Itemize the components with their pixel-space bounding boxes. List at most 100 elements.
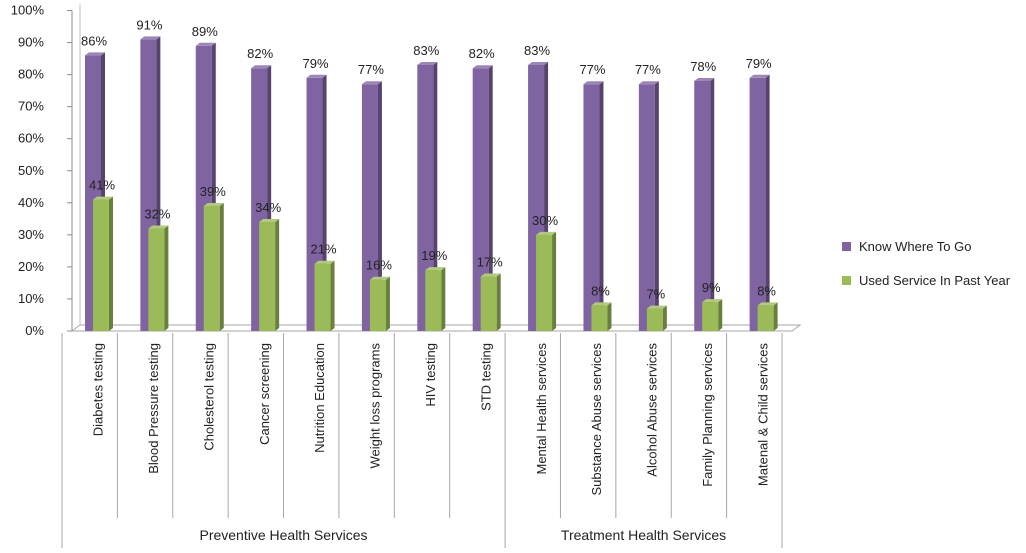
legend-swatch-know-where-to-go [842, 241, 851, 251]
bar-front [757, 305, 774, 331]
bar-top [306, 74, 327, 78]
data-label: 8% [591, 283, 610, 298]
category-label: Family Planning services [700, 343, 715, 487]
legend: Know Where To Go Used Service In Past Ye… [842, 234, 1010, 302]
data-label: 21% [311, 242, 337, 257]
bar-side [710, 78, 715, 331]
group-label: Preventive Health Services [199, 527, 367, 543]
data-label: 79% [746, 56, 772, 71]
bar-side [488, 65, 493, 331]
bar-front [536, 234, 553, 331]
y-tick-label: 90% [18, 35, 44, 50]
data-label: 82% [247, 46, 273, 61]
bar-front [638, 84, 655, 331]
data-label: 77% [635, 62, 661, 77]
bar-side [496, 273, 501, 331]
bar-top [259, 219, 280, 223]
y-tick-label: 70% [18, 99, 44, 114]
data-label: 16% [366, 258, 392, 273]
data-label: 82% [469, 46, 495, 61]
legend-item-used-service: Used Service In Past Year [842, 268, 1010, 292]
bar-top [203, 203, 224, 207]
bar-top [646, 305, 667, 309]
bar-top [757, 302, 778, 306]
bar-top [472, 65, 493, 69]
bar-top [195, 42, 216, 46]
data-label: 77% [358, 62, 384, 77]
data-label: 83% [413, 43, 439, 58]
data-label: 9% [702, 280, 721, 295]
data-label: 89% [192, 24, 218, 39]
bar-top [85, 52, 105, 56]
bar-side [599, 81, 604, 331]
data-label: 91% [136, 17, 162, 32]
bar-front [646, 308, 663, 331]
bar-front [425, 270, 442, 331]
bar-side [718, 299, 723, 331]
data-label: 79% [303, 56, 329, 71]
bar-front [472, 68, 489, 331]
bar-side [433, 61, 438, 332]
data-labels-layer: 86% 41% 91% 32% 89% 39% 82% 34% 79% 21% 77% 16% 83% 1… [81, 17, 776, 301]
bar-side [109, 196, 113, 331]
bar-side [607, 302, 612, 331]
bar-front [148, 228, 165, 331]
bar-top [638, 81, 659, 85]
category-label: HIV testing [423, 343, 438, 407]
group-label: Treatment Health Services [561, 527, 726, 543]
bar-front [361, 84, 378, 331]
data-label: 39% [200, 184, 226, 199]
bar-top [148, 225, 169, 229]
bar-top [480, 273, 501, 277]
bar-front [702, 302, 719, 331]
bar-top [314, 260, 335, 264]
y-tick-label: 10% [18, 291, 44, 306]
bar-top [251, 65, 272, 69]
bar-top [583, 81, 604, 85]
bar-top [702, 299, 723, 303]
legend-item-know-where-to-go: Know Where To Go [842, 234, 1010, 258]
bar-side [330, 260, 335, 331]
bar-front [259, 222, 276, 331]
bar-front [749, 77, 766, 332]
category-label: STD testing [478, 343, 493, 411]
axis-layer: 0% 10% 20% 30% 40% 50% 60% 70% 80% 90% 100% [11, 3, 802, 548]
bar-top [749, 74, 770, 78]
bar-top [417, 61, 438, 65]
bar-side [662, 305, 667, 331]
y-tick-label: 40% [18, 195, 44, 210]
category-label: Mental Health services [534, 343, 549, 475]
data-label: 77% [579, 62, 605, 77]
y-tick-label: 60% [18, 131, 44, 146]
data-label: 83% [524, 43, 550, 58]
data-label: 34% [255, 200, 281, 215]
data-label: 30% [532, 213, 558, 228]
bar-front [480, 276, 497, 331]
data-label: 17% [477, 255, 503, 270]
bar-side [654, 81, 659, 331]
bar-side [773, 302, 778, 331]
legend-swatch-used-service [842, 275, 851, 285]
bar-front [314, 263, 331, 331]
y-tick-label: 20% [18, 259, 44, 274]
bar-side [219, 203, 224, 331]
category-label: Substance Abuse services [589, 343, 604, 496]
data-label: 86% [81, 33, 107, 48]
category-label: Diabetes testing [91, 343, 106, 436]
bar-side [441, 267, 446, 331]
y-tick-label: 100% [11, 3, 45, 18]
legend-label-used-service: Used Service In Past Year [859, 272, 1011, 288]
data-label: 32% [144, 206, 170, 221]
bar-front [369, 279, 386, 331]
bar-side [377, 81, 382, 331]
bar-front [694, 81, 711, 331]
category-label: Nutrition Education [312, 343, 327, 453]
bar-top [93, 196, 113, 200]
bar-front [203, 206, 220, 331]
bar-side [552, 231, 557, 331]
y-tick-label: 50% [18, 163, 44, 178]
bar-side [765, 74, 770, 332]
data-label: 78% [690, 59, 716, 74]
